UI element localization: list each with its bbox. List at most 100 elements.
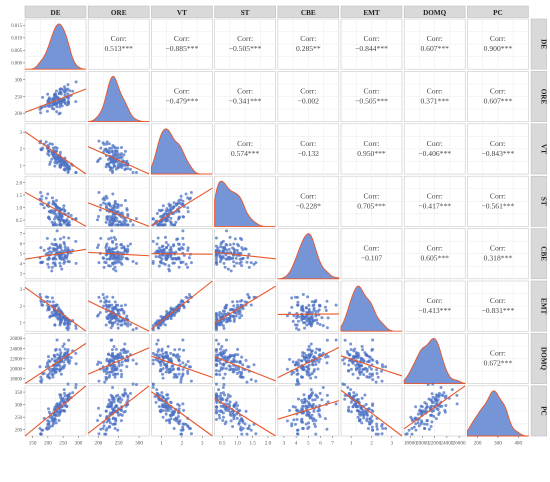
- scatter-point: [309, 388, 313, 392]
- scatter-point: [220, 321, 224, 325]
- scatter-point: [63, 391, 67, 395]
- scatter-point: [380, 369, 384, 373]
- corr-label: Corr:: [427, 87, 443, 96]
- scatter-point: [181, 300, 185, 304]
- scatter-point: [54, 257, 58, 261]
- column-strip-pc: [467, 5, 529, 18]
- scatter-point: [374, 380, 378, 384]
- y-tick-label-pc: 200: [15, 429, 23, 434]
- scatter-point: [58, 261, 62, 265]
- scatter-point: [110, 166, 114, 170]
- scatter-point: [232, 317, 236, 321]
- scatter-point: [290, 305, 294, 309]
- y-tick-label-st: 1.0: [16, 206, 23, 211]
- scatter-point: [436, 407, 440, 411]
- scatter-point: [46, 425, 50, 429]
- scatter-point: [182, 242, 186, 246]
- scatter-point: [236, 242, 240, 246]
- scatter-point: [66, 170, 70, 174]
- corr-value: 0.513***: [104, 44, 133, 53]
- scatter-point: [376, 375, 380, 379]
- scatter-point: [119, 257, 123, 261]
- scatter-point: [63, 93, 67, 97]
- scatter-point: [67, 338, 71, 342]
- scatter-point: [318, 357, 322, 361]
- scatter-point: [109, 160, 113, 164]
- scatter-point: [66, 324, 70, 328]
- panel-emt-cbe: [277, 280, 340, 332]
- scatter-point: [227, 402, 231, 406]
- scatter-point: [128, 391, 132, 395]
- panel-vt-cbe: Corr:−0.132: [277, 123, 340, 175]
- scatter-point: [221, 418, 225, 422]
- scatter-point: [134, 217, 138, 221]
- scatter-point: [177, 407, 181, 411]
- scatter-point: [218, 394, 222, 398]
- scatter-point: [235, 412, 239, 416]
- scatter-point: [302, 316, 306, 320]
- row-strip-ore: [530, 71, 547, 122]
- scatter-point: [314, 314, 318, 318]
- scatter-point: [50, 269, 54, 273]
- scatter-point: [179, 432, 183, 436]
- scatter-point: [217, 321, 221, 325]
- scatter-point: [375, 372, 379, 376]
- scatter-point: [214, 405, 218, 409]
- scatter-point: [172, 243, 176, 247]
- scatter-point: [115, 315, 119, 319]
- y-tick-label-de: 0.000: [11, 62, 22, 67]
- corr-value: −0.341***: [229, 97, 262, 106]
- scatter-point: [160, 394, 164, 398]
- panel-ore-st: Corr:−0.341***: [214, 71, 276, 122]
- scatter-point: [308, 373, 312, 377]
- scatter-point: [310, 404, 314, 408]
- scatter-point: [74, 351, 78, 355]
- corr-label: Corr:: [427, 244, 443, 253]
- scatter-point: [58, 317, 62, 321]
- scatter-point: [108, 425, 112, 429]
- panel-domq-emt: [340, 333, 403, 384]
- y-tick-label-vt: 2: [20, 148, 23, 153]
- scatter-point: [112, 235, 116, 239]
- scatter-point: [166, 218, 170, 222]
- scatter-point: [97, 432, 101, 436]
- scatter-point: [105, 426, 109, 430]
- scatter-point: [115, 160, 119, 164]
- scatter-point: [166, 396, 170, 400]
- panel-cbe-de: [24, 228, 87, 280]
- scatter-point: [96, 418, 100, 422]
- scatter-point: [126, 324, 130, 328]
- scatter-point: [109, 157, 113, 161]
- scatter-point: [311, 304, 315, 308]
- x-tick-label-cbe: 5: [307, 441, 310, 447]
- scatter-point: [163, 323, 167, 327]
- scatter-point: [39, 148, 43, 152]
- column-strip-cbe: [277, 5, 340, 18]
- scatter-point: [62, 261, 66, 265]
- scatter-point: [218, 369, 222, 373]
- scatter-point: [294, 326, 298, 330]
- scatter-point: [62, 235, 66, 239]
- scatter-point: [238, 361, 242, 365]
- scatter-point: [63, 209, 67, 213]
- scatter-point: [441, 394, 445, 398]
- scatter-point: [410, 427, 414, 431]
- scatter-point: [443, 408, 447, 412]
- scatter-point: [214, 311, 218, 315]
- scatter-point: [63, 357, 67, 361]
- scatter-point: [66, 223, 70, 227]
- scatter-point: [166, 406, 170, 410]
- scatter-point: [122, 163, 126, 167]
- scatter-point: [167, 267, 171, 271]
- scatter-point: [342, 362, 346, 366]
- scatter-point: [126, 321, 130, 325]
- scatter-point: [179, 378, 183, 382]
- scatter-point: [301, 404, 305, 408]
- scatter-point: [295, 360, 299, 364]
- scatter-point: [39, 190, 43, 194]
- scatter-point: [323, 305, 327, 309]
- panel-cbe-emt: Corr:−0.107: [340, 228, 403, 280]
- scatter-point: [307, 303, 311, 307]
- panel-emt-ore: [87, 280, 150, 332]
- scatter-point: [169, 351, 173, 355]
